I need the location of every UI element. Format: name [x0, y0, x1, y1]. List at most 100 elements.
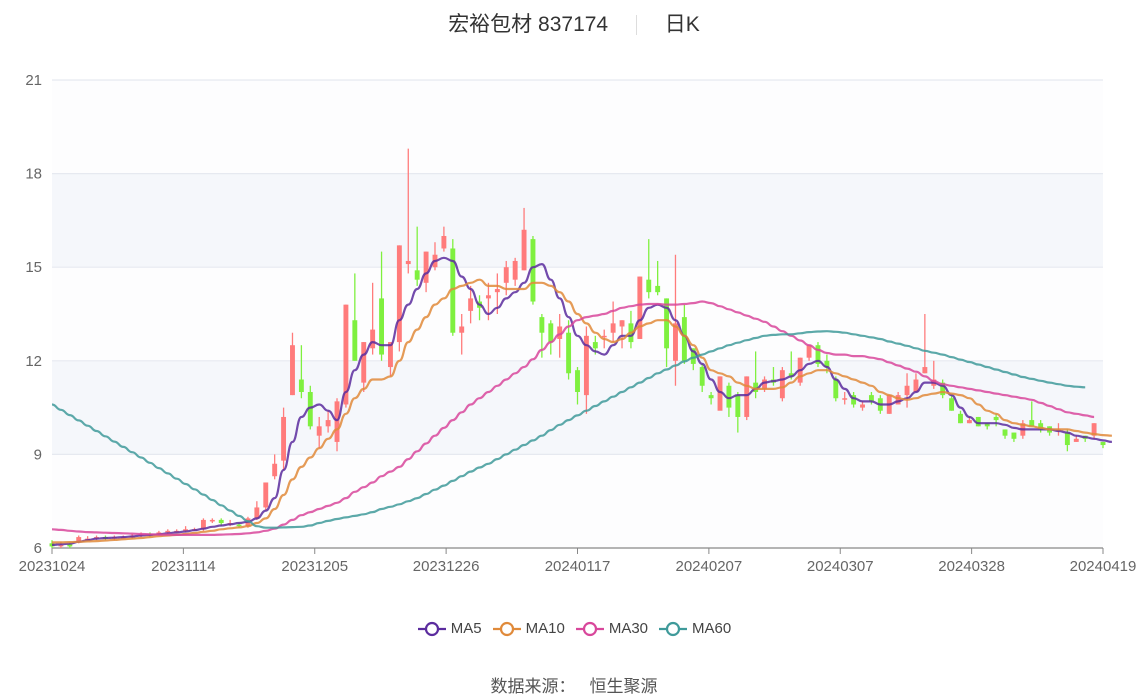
candle[interactable] — [512, 260, 518, 280]
candle[interactable] — [388, 342, 393, 368]
candle[interactable] — [681, 317, 687, 361]
candle[interactable] — [76, 537, 82, 542]
candle[interactable] — [218, 519, 224, 524]
candle[interactable] — [468, 298, 474, 311]
candle[interactable] — [851, 395, 857, 405]
candle[interactable] — [824, 360, 830, 368]
candle[interactable] — [975, 416, 981, 427]
candle[interactable] — [815, 345, 821, 364]
candle[interactable] — [779, 370, 785, 399]
candle[interactable] — [67, 544, 73, 547]
candle[interactable] — [673, 323, 678, 361]
candle[interactable] — [379, 298, 385, 355]
candle[interactable] — [254, 507, 260, 519]
candle[interactable] — [548, 323, 554, 343]
candle[interactable] — [343, 304, 349, 405]
candle[interactable] — [361, 342, 367, 383]
candle[interactable] — [494, 289, 500, 293]
candle[interactable] — [450, 248, 456, 333]
candle[interactable] — [958, 413, 963, 424]
candle[interactable] — [922, 367, 928, 374]
candle[interactable] — [566, 332, 572, 374]
candle[interactable] — [762, 379, 767, 389]
candle[interactable] — [307, 392, 313, 427]
candle[interactable] — [753, 382, 759, 392]
candle[interactable] — [263, 482, 269, 508]
grid-lines — [52, 79, 1103, 455]
candle[interactable] — [165, 530, 171, 533]
candle[interactable] — [842, 398, 848, 400]
candle[interactable] — [860, 404, 865, 408]
candle[interactable] — [539, 317, 545, 333]
candle[interactable] — [1073, 438, 1079, 442]
candle[interactable] — [788, 373, 794, 377]
candle[interactable] — [156, 532, 162, 534]
candle[interactable] — [708, 395, 714, 399]
candle[interactable] — [949, 398, 955, 411]
candle[interactable] — [664, 298, 670, 349]
candle[interactable] — [726, 385, 732, 408]
candle[interactable] — [610, 323, 616, 333]
candle[interactable] — [281, 416, 287, 461]
candle[interactable] — [592, 342, 598, 349]
candle[interactable] — [236, 524, 242, 527]
candle[interactable] — [868, 395, 874, 402]
candle[interactable] — [646, 279, 652, 293]
candle[interactable] — [183, 529, 189, 531]
candle[interactable] — [717, 376, 723, 411]
candle[interactable] — [209, 519, 215, 522]
candle[interactable] — [298, 379, 304, 392]
candle[interactable] — [521, 229, 527, 271]
candle[interactable] — [200, 519, 206, 530]
candle[interactable] — [806, 345, 812, 358]
candle[interactable] — [414, 270, 420, 280]
candle[interactable] — [690, 348, 696, 364]
legend-item-ma5[interactable]: MA5 — [417, 620, 482, 637]
candle[interactable] — [637, 276, 643, 339]
candle[interactable] — [334, 401, 340, 442]
candle[interactable] — [744, 376, 750, 417]
candle[interactable] — [619, 320, 625, 327]
candle[interactable] — [557, 326, 563, 339]
candle[interactable] — [993, 416, 999, 421]
candle[interactable] — [1038, 423, 1044, 430]
candle[interactable] — [396, 245, 402, 343]
candle[interactable] — [1091, 423, 1097, 436]
candle[interactable] — [966, 420, 972, 424]
candle[interactable] — [459, 326, 465, 333]
candle[interactable] — [984, 423, 990, 427]
candle[interactable] — [1100, 441, 1106, 446]
candle[interactable] — [441, 236, 447, 249]
legend-item-ma30[interactable]: MA30 — [575, 620, 648, 637]
candle[interactable] — [895, 395, 901, 405]
candle[interactable] — [1011, 432, 1017, 439]
candle[interactable] — [405, 260, 411, 265]
candle[interactable] — [325, 420, 331, 427]
candle[interactable] — [904, 385, 910, 396]
candle[interactable] — [423, 251, 429, 283]
candle[interactable] — [655, 285, 661, 293]
candle[interactable] — [1029, 420, 1035, 427]
candle[interactable] — [370, 329, 376, 349]
candle[interactable] — [575, 370, 580, 392]
candle[interactable] — [316, 426, 322, 436]
candle[interactable] — [583, 335, 589, 396]
candle[interactable] — [352, 320, 358, 361]
candle[interactable] — [1064, 432, 1070, 446]
legend-item-ma60[interactable]: MA60 — [658, 620, 731, 637]
candle[interactable] — [503, 267, 509, 283]
candle[interactable] — [58, 544, 64, 547]
candle[interactable] — [272, 463, 278, 477]
candle[interactable] — [940, 382, 946, 396]
candle[interactable] — [735, 395, 741, 417]
legend-item-ma10[interactable]: MA10 — [492, 620, 565, 637]
candle[interactable] — [485, 295, 491, 299]
candle[interactable] — [601, 335, 607, 338]
y-tick-label: 12 — [25, 353, 42, 370]
candle[interactable] — [1002, 429, 1008, 436]
candle[interactable] — [290, 345, 295, 396]
candle[interactable] — [913, 379, 919, 392]
candle[interactable] — [699, 367, 705, 386]
candle[interactable] — [833, 379, 839, 399]
candle[interactable] — [530, 239, 536, 302]
